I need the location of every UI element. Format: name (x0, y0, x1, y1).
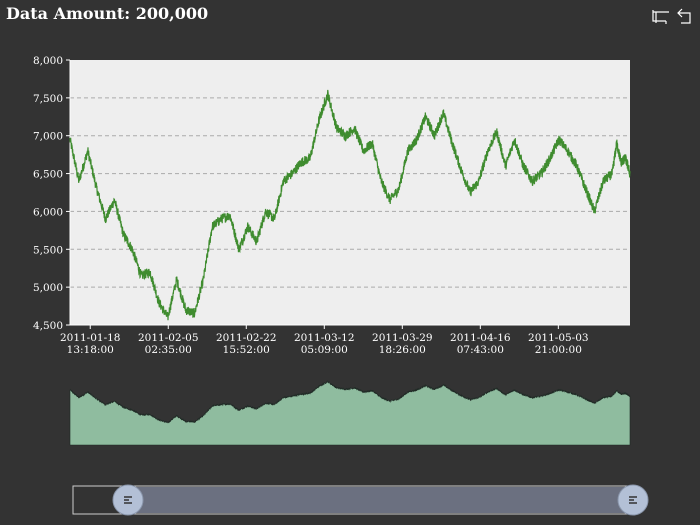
y-tick-label: 6,000 (33, 206, 63, 218)
y-tick-label: 8,000 (33, 55, 63, 67)
overview-area (69, 380, 631, 446)
y-tick-label: 6,500 (33, 169, 63, 181)
y-tick-label: 7,000 (33, 131, 63, 143)
chart-title: Data Amount: 200,000 (6, 4, 209, 23)
x-tick-label: 2011-02-22 15:52:00 (216, 332, 277, 356)
x-tick-label: 2011-05-03 21:00:00 (528, 332, 589, 356)
toolbox (650, 6, 696, 30)
y-tick-label: 5,500 (33, 244, 63, 256)
slider-start-handle[interactable] (112, 484, 144, 516)
x-tick-label: 2011-01-18 13:18:00 (60, 332, 121, 356)
plot-area (70, 60, 630, 325)
y-tick-label: 5,000 (33, 282, 63, 294)
x-tick-label: 2011-04-16 07:43:00 (450, 332, 511, 356)
slider-end-handle[interactable] (617, 484, 649, 516)
x-tick-label: 2011-02-05 02:35:00 (138, 332, 199, 356)
x-tick-label: 2011-03-12 05:09:00 (294, 332, 355, 356)
y-tick-label: 7,500 (33, 93, 63, 105)
reset-icon[interactable] (677, 8, 691, 24)
series-line (69, 89, 631, 321)
x-tick-label: 2011-03-29 18:26:00 (372, 332, 433, 356)
zoom-icon[interactable] (652, 10, 669, 24)
slider-window[interactable] (128, 487, 632, 513)
y-tick-label: 4,500 (33, 320, 63, 332)
